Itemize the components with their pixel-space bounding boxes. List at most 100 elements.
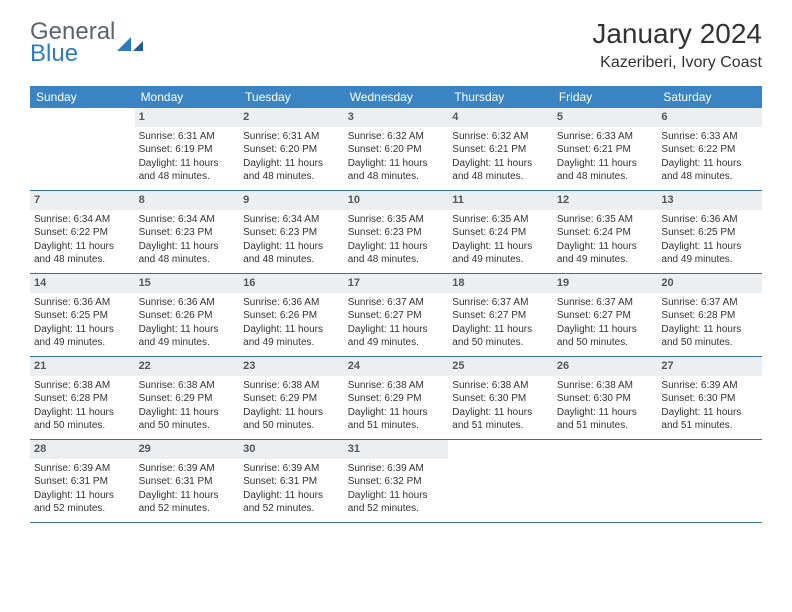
sunset-line: Sunset: 6:24 PM [557, 226, 654, 240]
day-number: 30 [239, 440, 344, 459]
sunrise-line: Sunrise: 6:36 AM [34, 296, 131, 310]
day-cell: 9Sunrise: 6:34 AMSunset: 6:23 PMDaylight… [239, 191, 344, 273]
daylight-line: Daylight: 11 hours and 49 minutes. [139, 323, 236, 350]
sunset-line: Sunset: 6:25 PM [34, 309, 131, 323]
sunrise-line: Sunrise: 6:37 AM [661, 296, 758, 310]
sunset-line: Sunset: 6:23 PM [348, 226, 445, 240]
daylight-line: Daylight: 11 hours and 48 minutes. [661, 157, 758, 184]
week-row: 14Sunrise: 6:36 AMSunset: 6:25 PMDayligh… [30, 274, 762, 357]
sunset-line: Sunset: 6:29 PM [243, 392, 340, 406]
day-cell: 3Sunrise: 6:32 AMSunset: 6:20 PMDaylight… [344, 108, 449, 190]
day-cell [553, 440, 658, 522]
day-number: 15 [135, 274, 240, 293]
daylight-line: Daylight: 11 hours and 48 minutes. [348, 157, 445, 184]
day-number: 28 [30, 440, 135, 459]
sunset-line: Sunset: 6:28 PM [34, 392, 131, 406]
sunset-line: Sunset: 6:19 PM [139, 143, 236, 157]
calendar-table: SundayMondayTuesdayWednesdayThursdayFrid… [30, 86, 762, 523]
daylight-line: Daylight: 11 hours and 52 minutes. [34, 489, 131, 516]
day-cell: 4Sunrise: 6:32 AMSunset: 6:21 PMDaylight… [448, 108, 553, 190]
sunrise-line: Sunrise: 6:35 AM [557, 213, 654, 227]
sunrise-line: Sunrise: 6:36 AM [243, 296, 340, 310]
day-cell: 11Sunrise: 6:35 AMSunset: 6:24 PMDayligh… [448, 191, 553, 273]
day-cell: 28Sunrise: 6:39 AMSunset: 6:31 PMDayligh… [30, 440, 135, 522]
dow-cell: Monday [135, 86, 240, 108]
sunrise-line: Sunrise: 6:34 AM [34, 213, 131, 227]
sunrise-line: Sunrise: 6:31 AM [139, 130, 236, 144]
sunset-line: Sunset: 6:31 PM [243, 475, 340, 489]
day-number: 20 [657, 274, 762, 293]
day-cell: 27Sunrise: 6:39 AMSunset: 6:30 PMDayligh… [657, 357, 762, 439]
sunrise-line: Sunrise: 6:33 AM [557, 130, 654, 144]
sunset-line: Sunset: 6:30 PM [661, 392, 758, 406]
day-cell: 16Sunrise: 6:36 AMSunset: 6:26 PMDayligh… [239, 274, 344, 356]
day-cell: 29Sunrise: 6:39 AMSunset: 6:31 PMDayligh… [135, 440, 240, 522]
day-number: 17 [344, 274, 449, 293]
day-cell: 2Sunrise: 6:31 AMSunset: 6:20 PMDaylight… [239, 108, 344, 190]
sunrise-line: Sunrise: 6:37 AM [452, 296, 549, 310]
sunrise-line: Sunrise: 6:39 AM [139, 462, 236, 476]
daylight-line: Daylight: 11 hours and 49 minutes. [661, 240, 758, 267]
daylight-line: Daylight: 11 hours and 48 minutes. [452, 157, 549, 184]
day-cell: 23 Sunrise: 6:38 AMSunset: 6:29 PMDayligh… [239, 357, 344, 439]
sunset-line: Sunset: 6:25 PM [661, 226, 758, 240]
dow-cell: Sunday [30, 86, 135, 108]
sunrise-line: Sunrise: 6:35 AM [348, 213, 445, 227]
dow-cell: Saturday [657, 86, 762, 108]
day-of-week-header: SundayMondayTuesdayWednesdayThursdayFrid… [30, 86, 762, 108]
daylight-line: Daylight: 11 hours and 48 minutes. [348, 240, 445, 267]
day-cell: 18Sunrise: 6:37 AMSunset: 6:27 PMDayligh… [448, 274, 553, 356]
day-number: 13 [657, 191, 762, 210]
day-number: 6 [657, 108, 762, 127]
sunset-line: Sunset: 6:24 PM [452, 226, 549, 240]
sunrise-line: Sunrise: 6:38 AM [243, 379, 340, 393]
day-cell: 14Sunrise: 6:36 AMSunset: 6:25 PMDayligh… [30, 274, 135, 356]
day-number: 23 [239, 357, 344, 376]
sunrise-line: Sunrise: 6:39 AM [243, 462, 340, 476]
week-row: 21Sunrise: 6:38 AMSunset: 6:28 PMDayligh… [30, 357, 762, 440]
day-cell: 25Sunrise: 6:38 AMSunset: 6:30 PMDayligh… [448, 357, 553, 439]
day-cell: 10Sunrise: 6:35 AMSunset: 6:23 PMDayligh… [344, 191, 449, 273]
sunrise-line: Sunrise: 6:38 AM [452, 379, 549, 393]
sunset-line: Sunset: 6:27 PM [348, 309, 445, 323]
day-cell: 7Sunrise: 6:34 AMSunset: 6:22 PMDaylight… [30, 191, 135, 273]
day-cell [448, 440, 553, 522]
sunrise-line: Sunrise: 6:38 AM [139, 379, 236, 393]
sunset-line: Sunset: 6:32 PM [348, 475, 445, 489]
day-cell: 20 Sunrise: 6:37 AMSunset: 6:28 PMDayligh… [657, 274, 762, 356]
day-number: 18 [448, 274, 553, 293]
daylight-line: Daylight: 11 hours and 50 minutes. [139, 406, 236, 433]
daylight-line: Daylight: 11 hours and 50 minutes. [243, 406, 340, 433]
day-number: 22 [135, 357, 240, 376]
day-number: 5 [553, 108, 658, 127]
sunset-line: Sunset: 6:22 PM [34, 226, 131, 240]
sunset-line: Sunset: 6:21 PM [452, 143, 549, 157]
sunset-line: Sunset: 6:31 PM [34, 475, 131, 489]
day-number: 7 [30, 191, 135, 210]
sunset-line: Sunset: 6:29 PM [139, 392, 236, 406]
sunrise-line: Sunrise: 6:36 AM [661, 213, 758, 227]
daylight-line: Daylight: 11 hours and 50 minutes. [661, 323, 758, 350]
daylight-line: Daylight: 11 hours and 49 minutes. [243, 323, 340, 350]
week-row: 1Sunrise: 6:31 AMSunset: 6:19 PMDaylight… [30, 108, 762, 191]
daylight-line: Daylight: 11 hours and 48 minutes. [139, 157, 236, 184]
daylight-line: Daylight: 11 hours and 52 minutes. [243, 489, 340, 516]
logo: GeneralBlue [30, 18, 143, 68]
daylight-line: Daylight: 11 hours and 52 minutes. [348, 489, 445, 516]
day-cell [30, 108, 135, 190]
day-number: 1 [135, 108, 240, 127]
day-cell: 22 Sunrise: 6:38 AMSunset: 6:29 PMDayligh… [135, 357, 240, 439]
sunrise-line: Sunrise: 6:33 AM [661, 130, 758, 144]
sunrise-line: Sunrise: 6:39 AM [348, 462, 445, 476]
day-number: 3 [344, 108, 449, 127]
weeks-container: 1Sunrise: 6:31 AMSunset: 6:19 PMDaylight… [30, 108, 762, 523]
week-row: 7 Sunrise: 6:34 AMSunset: 6:22 PM Daylight… [30, 191, 762, 274]
daylight-line: Daylight: 11 hours and 48 minutes. [243, 240, 340, 267]
dow-cell: Thursday [448, 86, 553, 108]
day-cell: 1 Sunrise: 6:31 AMSunset: 6:19 PMDaylight… [135, 108, 240, 190]
dow-cell: Friday [553, 86, 658, 108]
day-number: 2 [239, 108, 344, 127]
week-row: 28Sunrise: 6:39 AMSunset: 6:31 PMDayligh… [30, 440, 762, 523]
sunset-line: Sunset: 6:28 PM [661, 309, 758, 323]
sunset-line: Sunset: 6:20 PM [243, 143, 340, 157]
